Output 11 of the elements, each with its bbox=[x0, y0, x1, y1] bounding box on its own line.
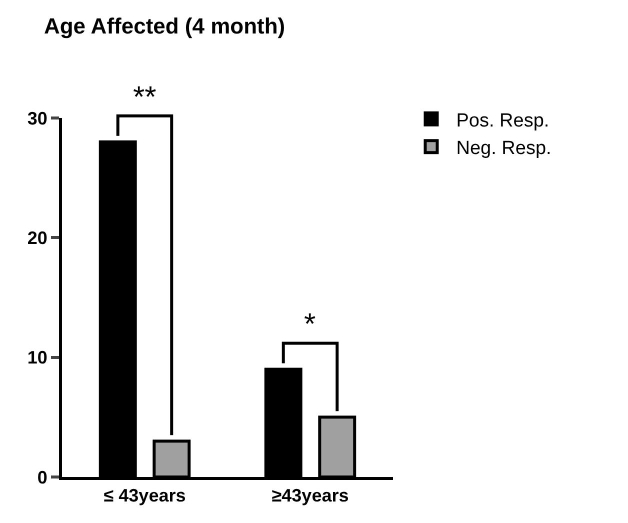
x-tick-label: ≤ 43years bbox=[104, 486, 186, 506]
annotation: * bbox=[304, 308, 316, 341]
legend-label: Pos. Resp. bbox=[456, 110, 550, 132]
chart-title: Age Affected (4 month) bbox=[44, 14, 286, 39]
legend-label: Neg. Resp. bbox=[456, 138, 552, 160]
y-tick-label: 20 bbox=[27, 228, 48, 248]
text: ** bbox=[133, 81, 157, 114]
x-tick-label: ≥43years bbox=[272, 486, 349, 506]
y-tick-label: 0 bbox=[37, 467, 48, 488]
y-tick-label: 10 bbox=[27, 348, 48, 368]
y-tick-label: 30 bbox=[27, 108, 48, 128]
